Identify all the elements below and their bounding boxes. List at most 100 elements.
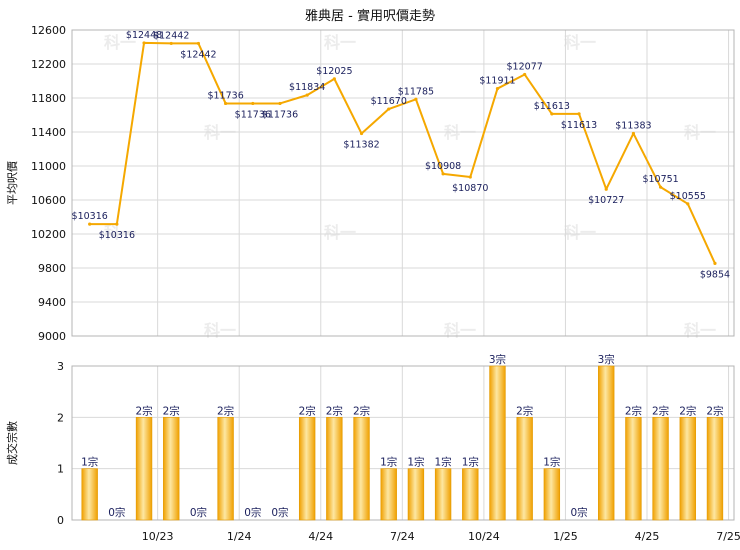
x-tick-label: 1/24 bbox=[227, 530, 252, 543]
price-data-label: $11911 bbox=[479, 76, 515, 87]
price-tick-label: 11800 bbox=[31, 92, 66, 105]
volume-bar bbox=[163, 417, 180, 521]
price-data-label: $10870 bbox=[452, 183, 488, 194]
volume-data-label: 2宗 bbox=[326, 404, 343, 417]
price-point bbox=[359, 131, 364, 136]
volume-bar bbox=[298, 417, 316, 521]
volume-data-label: 1宗 bbox=[462, 456, 479, 469]
volume-bar bbox=[625, 417, 642, 521]
price-point bbox=[169, 41, 173, 46]
volume-data-label: 2宗 bbox=[299, 404, 316, 417]
volume-bar bbox=[543, 468, 561, 521]
price-point bbox=[332, 77, 336, 81]
price-data-label: $11613 bbox=[561, 120, 597, 131]
price-data-label: $11382 bbox=[343, 140, 379, 151]
price-point bbox=[713, 261, 717, 266]
volume-data-label: 1宗 bbox=[407, 456, 424, 469]
price-point bbox=[224, 101, 228, 106]
price-plot-frame bbox=[71, 29, 735, 337]
volume-bar bbox=[598, 365, 615, 521]
price-tick-label: 11000 bbox=[31, 160, 66, 173]
price-line-layer: $10316$10316$12448$12442$12442$11736$117… bbox=[72, 30, 731, 280]
price-tick-label: 9000 bbox=[38, 330, 66, 343]
volume-data-label: 0宗 bbox=[271, 506, 288, 519]
price-point bbox=[414, 97, 418, 101]
volume-data-label: 1宗 bbox=[81, 456, 98, 469]
volume-data-label: 1宗 bbox=[435, 456, 452, 469]
price-data-label: $11613 bbox=[534, 101, 570, 112]
volume-tick-label: 2 bbox=[57, 411, 64, 424]
price-data-label: $11834 bbox=[289, 82, 325, 93]
x-tick-label: 4/25 bbox=[635, 530, 660, 543]
volume-bar bbox=[380, 468, 397, 521]
price-series-line bbox=[89, 41, 716, 264]
price-data-label: $11785 bbox=[398, 86, 434, 97]
watermark-text: 科一 bbox=[444, 321, 476, 340]
volume-bar bbox=[434, 468, 452, 521]
price-y-ticks: 9000 9400 9800 10200 10600 11000 11400 11800 122… bbox=[31, 24, 66, 343]
price-data-label: $10316 bbox=[99, 230, 135, 241]
price-point bbox=[468, 175, 472, 179]
price-tick-label: 10600 bbox=[31, 194, 66, 207]
volume-data-label: 2宗 bbox=[217, 404, 234, 417]
watermark-text: 科一 bbox=[324, 33, 356, 52]
volume-bar bbox=[217, 417, 234, 521]
volume-data-label: 2宗 bbox=[679, 404, 696, 417]
watermark-text: 科一 bbox=[104, 223, 136, 242]
price-data-label: $12442 bbox=[153, 30, 189, 41]
price-point bbox=[631, 131, 636, 136]
x-tick-label: 7/25 bbox=[716, 530, 740, 543]
price-point bbox=[142, 41, 146, 45]
x-tick-label: 10/24 bbox=[468, 530, 500, 543]
watermark-text: 科一 bbox=[104, 33, 136, 52]
volume-tick-label: 1 bbox=[57, 463, 64, 476]
price-point bbox=[658, 185, 663, 189]
price-data-label: $11736 bbox=[207, 90, 243, 101]
volume-axis-label: 成交宗數 bbox=[5, 421, 19, 465]
price-point bbox=[495, 86, 500, 91]
price-tick-label: 11400 bbox=[31, 126, 66, 139]
price-data-label: $12077 bbox=[507, 61, 543, 72]
volume-bar bbox=[516, 417, 533, 521]
volume-data-label: 0宗 bbox=[244, 506, 261, 519]
price-data-label: $11670 bbox=[371, 96, 407, 107]
volume-data-label: 3宗 bbox=[489, 353, 506, 366]
volume-bar bbox=[326, 417, 343, 521]
volume-bar bbox=[706, 417, 724, 521]
price-point bbox=[523, 72, 527, 77]
price-point bbox=[251, 101, 255, 106]
price-data-label: $11736 bbox=[235, 109, 271, 120]
volume-data-label: 1宗 bbox=[380, 456, 397, 469]
volume-data-label: 2宗 bbox=[353, 404, 370, 417]
price-data-label: $10316 bbox=[72, 211, 108, 222]
volume-bar bbox=[407, 468, 425, 521]
volume-bar bbox=[353, 417, 370, 521]
x-tick-label: 1/25 bbox=[553, 530, 578, 543]
price-axis-label: 平均呎價 bbox=[5, 161, 19, 205]
watermark-text: 科一 bbox=[324, 223, 356, 242]
watermark-text: 科一 bbox=[564, 33, 596, 52]
price-point bbox=[88, 222, 92, 226]
watermark-text: 科一 bbox=[204, 321, 236, 340]
price-data-label: $9854 bbox=[700, 269, 730, 280]
price-tick-label: 12200 bbox=[31, 58, 66, 71]
watermark-text: 科一 bbox=[684, 321, 716, 340]
volume-data-label: 0宗 bbox=[190, 506, 207, 519]
volume-data-label: 2宗 bbox=[652, 404, 669, 417]
price-tick-label: 9400 bbox=[38, 296, 66, 309]
volume-plot-frame bbox=[71, 365, 735, 521]
volume-data-label: 2宗 bbox=[625, 404, 642, 417]
x-tick-label: 10/23 bbox=[142, 530, 174, 543]
price-gridlines bbox=[72, 29, 734, 337]
volume-y-ticks: 0 1 2 3 bbox=[57, 360, 64, 527]
price-data-label: $12448 bbox=[126, 30, 162, 41]
price-point bbox=[115, 222, 119, 226]
price-data-label: $12025 bbox=[316, 66, 352, 77]
price-tick-label: 12600 bbox=[31, 24, 66, 37]
volume-tick-label: 0 bbox=[57, 514, 64, 527]
price-point bbox=[550, 112, 554, 116]
volume-bar bbox=[679, 417, 696, 521]
x-tick-label: 7/24 bbox=[390, 530, 415, 543]
